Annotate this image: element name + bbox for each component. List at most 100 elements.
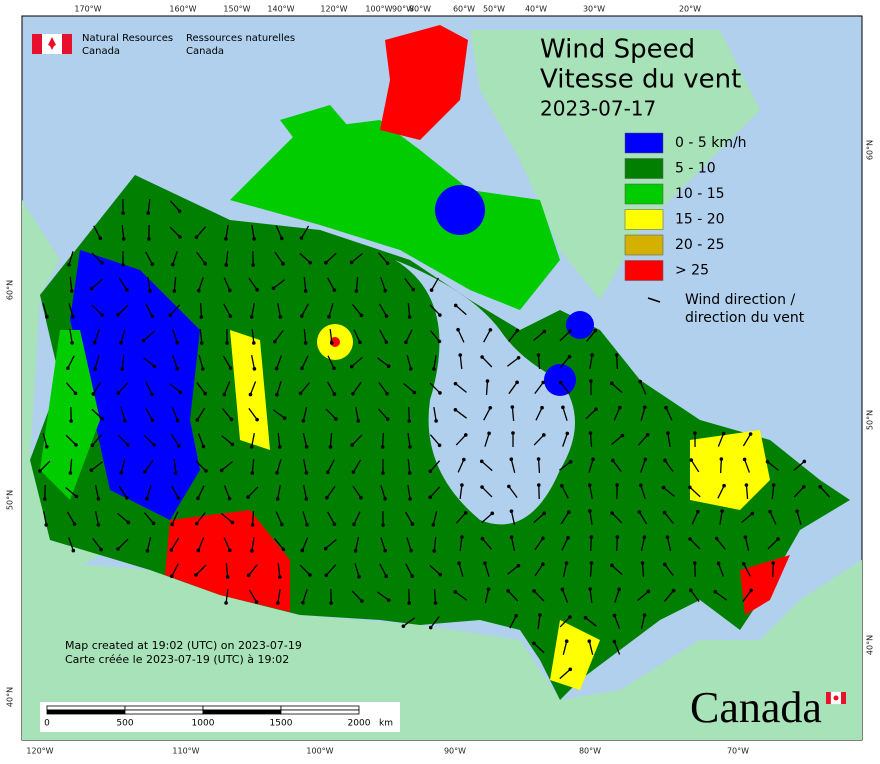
- wind-arrow-head: [538, 613, 542, 617]
- wind-arrow-head: [125, 496, 129, 500]
- legend-direction: direction du vent: [685, 310, 805, 326]
- wind-arrow-head: [489, 328, 493, 332]
- longitude-label: 90°W: [444, 747, 466, 756]
- wind-arrow-head: [693, 431, 697, 435]
- wind-arrow-head: [543, 330, 547, 334]
- wind-arrow-head: [590, 561, 594, 565]
- wind-arrow-head: [70, 341, 74, 345]
- wind-arrow-head: [224, 601, 228, 605]
- scale-segment: [203, 710, 281, 714]
- wind-arrow-head: [197, 289, 201, 293]
- legend-label: 10 - 15: [675, 186, 725, 202]
- wind-arrow-head: [352, 523, 356, 527]
- latitude-label: 50°N: [866, 410, 875, 430]
- wind-arrow-head: [407, 601, 411, 605]
- wind-arrow: [591, 537, 592, 551]
- wind-arrow-head: [610, 382, 614, 386]
- wind-arrow-head: [517, 564, 521, 568]
- flag-band: [32, 34, 42, 54]
- wind-arrow-head: [255, 600, 259, 604]
- wind-arrow-head: [541, 536, 545, 540]
- legend-label: > 25: [675, 263, 709, 279]
- wind-arrow-head: [350, 443, 354, 447]
- wordmark-flag: [826, 692, 846, 704]
- wind-arrow-head: [565, 561, 569, 565]
- wind-arrow-head: [332, 367, 336, 371]
- wind-arrow-head: [93, 341, 97, 345]
- wind-arrow-head: [515, 381, 519, 385]
- wind-arrow-head: [510, 509, 514, 513]
- wind-arrow-head: [43, 497, 47, 501]
- wind-arrow-head: [151, 418, 155, 422]
- wind-arrow-head: [280, 237, 284, 241]
- wind-arrow-head: [610, 511, 614, 515]
- wind-arrow-head: [251, 263, 255, 267]
- wind-arrow-head: [588, 639, 592, 643]
- wind-arrow-head: [326, 470, 330, 474]
- scale-segment: [125, 710, 203, 714]
- wind-arrow-head: [464, 433, 468, 437]
- wind-arrow-head: [383, 549, 387, 553]
- wind-arrow-head: [717, 562, 721, 566]
- wind-arrow-head: [532, 641, 536, 645]
- wind-arrow-head: [229, 314, 233, 318]
- longitude-label: 120°W: [26, 747, 53, 756]
- wind-arrow-head: [90, 287, 94, 291]
- wind-arrow-head: [301, 549, 305, 553]
- wind-arrow-head: [590, 535, 594, 539]
- wind-arrow-head: [696, 510, 700, 514]
- wind-arrow-head: [120, 367, 124, 371]
- scale-segment: [47, 706, 125, 710]
- wind-arrow-head: [350, 261, 354, 265]
- wind-arrow-head: [386, 261, 390, 265]
- wind-arrow-head: [300, 314, 304, 318]
- scale-label: 2000: [348, 719, 371, 729]
- wind-arrow-head: [638, 510, 642, 514]
- wind-arrow-head: [643, 405, 647, 409]
- latitude-label: 40°N: [866, 635, 875, 655]
- legend-label: 20 - 25: [675, 237, 725, 253]
- wind-arrow-head: [69, 419, 73, 423]
- wind-arrow-head: [226, 575, 230, 579]
- wind-arrow-head: [333, 522, 337, 526]
- wind-arrow-head: [616, 535, 620, 539]
- wind-arrow-head: [434, 419, 438, 423]
- wind-arrow-head: [617, 588, 621, 592]
- wind-arrow-head: [147, 237, 151, 241]
- longitude-label: 40°W: [525, 5, 547, 14]
- wind-arrow-head: [100, 261, 104, 265]
- legend-swatch: [625, 133, 663, 153]
- wind-arrow-head: [818, 485, 822, 489]
- wind-arrow-head: [454, 304, 458, 308]
- wind-arrow-head: [308, 261, 312, 265]
- wind-arrow-head: [464, 511, 468, 515]
- wind-arrow-head: [44, 523, 48, 527]
- scale-segment: [281, 706, 359, 710]
- wind-arrow-head: [195, 235, 199, 239]
- wind-arrow-head: [408, 445, 412, 449]
- wind-arrow-head: [438, 573, 442, 577]
- wind-arrow-head: [646, 433, 650, 437]
- wind-arrow-head: [352, 470, 356, 474]
- wind-arrow-head: [749, 589, 753, 593]
- wind-arrow-head: [305, 471, 309, 475]
- wind-arrow-head: [251, 523, 255, 527]
- wind-arrow-head: [177, 444, 181, 448]
- wind-arrow-head: [567, 510, 571, 514]
- wind-arrow-head: [795, 509, 799, 513]
- wind-arrow-head: [178, 209, 182, 213]
- wind-arrow-head: [282, 548, 286, 552]
- wind-arrow-head: [688, 537, 692, 541]
- wind-arrow-head: [90, 468, 94, 472]
- wind-arrow-head: [100, 313, 104, 317]
- wind-arrow-head: [202, 445, 206, 449]
- longitude-label: 70°W: [727, 747, 749, 756]
- wind-arrow-head: [638, 380, 642, 384]
- wind-arrow-head: [672, 589, 676, 593]
- longitude-label: 100°W: [365, 5, 392, 14]
- wind-arrow-head: [45, 445, 49, 449]
- flag-band: [62, 34, 72, 54]
- wind-arrow-head: [330, 341, 334, 345]
- longitude-label: 170°W: [74, 5, 101, 14]
- wind-arrow-head: [116, 547, 120, 551]
